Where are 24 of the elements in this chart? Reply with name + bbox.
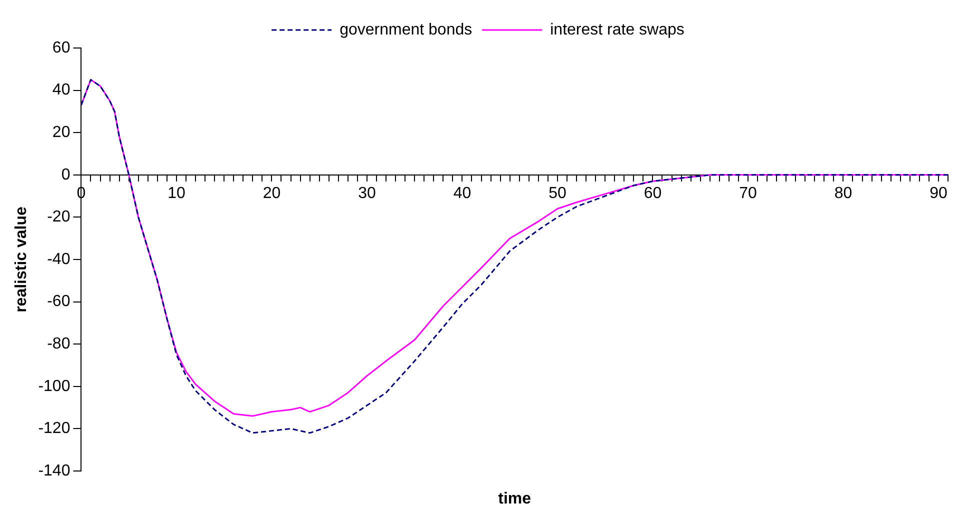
x-axis-title: time — [498, 490, 532, 508]
x-tick-label: 40 — [453, 184, 472, 202]
x-tick-label: 10 — [168, 184, 186, 202]
y-tick-label: 40 — [52, 82, 70, 99]
y-tick-label: 0 — [61, 166, 70, 184]
y-tick-label: 20 — [52, 124, 70, 142]
legend-label: government bonds — [340, 21, 472, 38]
legend-label: interest rate swaps — [550, 21, 684, 38]
x-tick-label: 60 — [644, 184, 662, 202]
y-tick-label: -60 — [47, 293, 70, 310]
y-tick-label: -140 — [38, 462, 70, 480]
x-tick-label: 80 — [834, 184, 852, 202]
x-tick-label: 90 — [930, 184, 948, 202]
x-tick-label: 30 — [358, 184, 376, 202]
x-tick-label: 50 — [548, 184, 566, 202]
y-tick-label: -20 — [47, 208, 70, 226]
y-tick-label: -80 — [47, 336, 70, 353]
y-tick-label: 60 — [52, 39, 70, 56]
x-tick-label: 70 — [739, 184, 757, 202]
x-tick-label: 20 — [262, 184, 281, 202]
y-axis-title: realistic value — [13, 206, 30, 312]
y-tick-label: -100 — [38, 378, 70, 395]
y-tick-label: -120 — [38, 420, 70, 438]
y-tick-label: -40 — [47, 250, 70, 268]
